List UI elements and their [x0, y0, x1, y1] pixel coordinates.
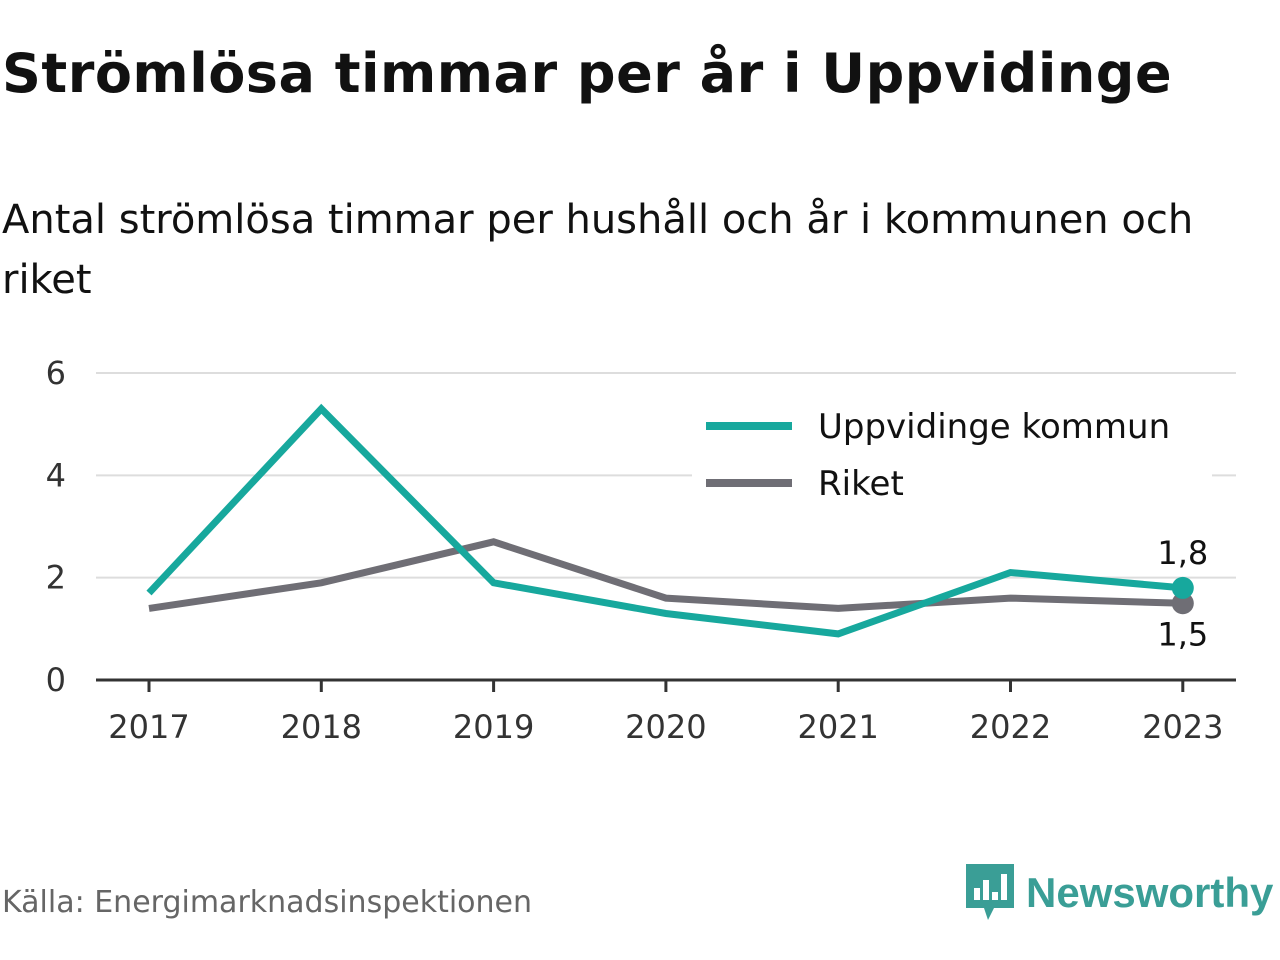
chart-subtitle: Antal strömlösa timmar per hushåll och å… — [2, 197, 1194, 303]
source-note: Källa: Energimarknadsinspektionen — [2, 885, 533, 920]
data-label-riket: 1,5 — [1157, 615, 1208, 653]
y-tick-label: 6 — [46, 354, 66, 392]
data-label-kommun: 1,8 — [1157, 534, 1208, 572]
series-line-riket — [148, 538, 1183, 612]
end-point-kommun — [1171, 576, 1194, 599]
chart-title: Strömlösa timmar per år i Uppvidinge — [2, 42, 1173, 105]
x-tick-label: 2018 — [281, 708, 362, 746]
brand-name: Newsworthy — [1026, 869, 1274, 916]
x-tick-label: 2021 — [797, 708, 878, 746]
newsworthy-bar-chart-logo-icon — [966, 864, 1014, 920]
series-line-kommun — [146, 403, 1184, 638]
legend-label: Uppvidinge kommun — [818, 407, 1170, 447]
y-tick-label: 2 — [46, 559, 66, 597]
legend-background — [692, 398, 1212, 516]
y-tick-label: 4 — [46, 456, 66, 494]
x-tick-label: 2019 — [453, 708, 534, 746]
legend-label: Riket — [818, 464, 904, 504]
brand-logo[interactable]: Newsworthy — [964, 862, 1273, 924]
x-tick-label: 2017 — [108, 708, 189, 746]
y-tick-label: 0 — [46, 661, 66, 699]
x-tick-label: 2020 — [625, 708, 706, 746]
x-tick-label: 2022 — [970, 708, 1051, 746]
end-point-riket — [1171, 592, 1194, 615]
x-tick-label: 2023 — [1142, 708, 1223, 746]
line-chart: 0 2 4 6 2017 2018 2019 2020 2021 2022 2023 1,8 1,5 Up… — [46, 354, 1236, 746]
